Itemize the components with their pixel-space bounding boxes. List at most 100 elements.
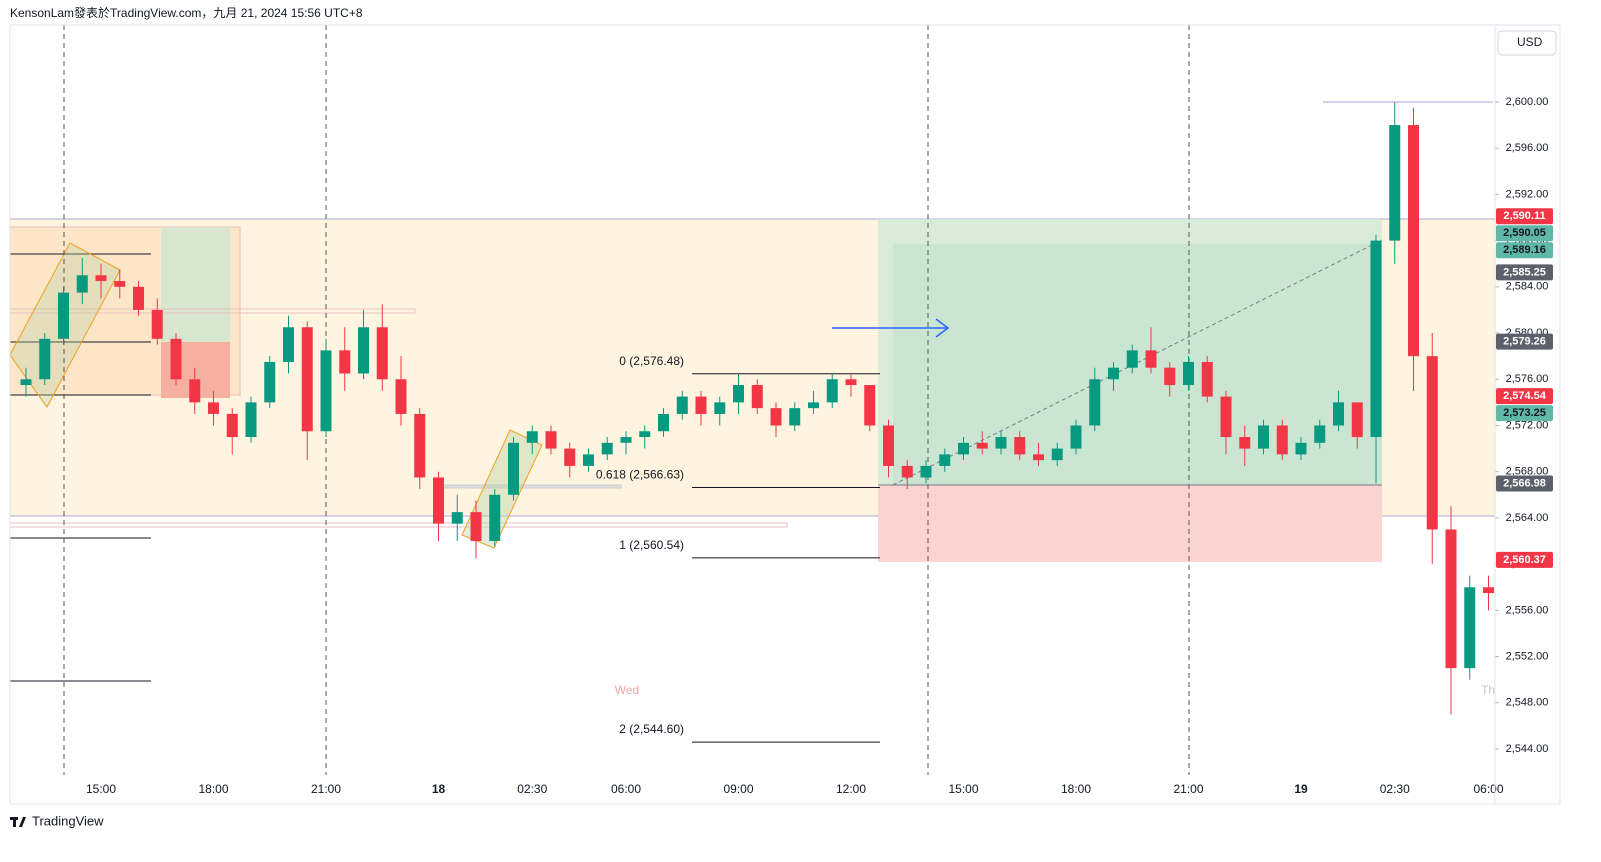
candle-body [1014, 437, 1026, 455]
price-tag-label: 2,590.05 [1503, 227, 1546, 239]
candle-body [564, 448, 576, 466]
candle-body [1089, 379, 1101, 426]
axes: 2,544.002,548.002,552.002,556.002,560.00… [86, 96, 1553, 796]
time-axis-bg [10, 804, 1560, 834]
candle-body [395, 379, 407, 414]
stop-zone [878, 485, 1382, 562]
candle-body [414, 413, 426, 478]
day-separators [63, 25, 1190, 775]
candle-body [95, 275, 107, 282]
frame [9, 24, 1561, 805]
candle-body [808, 402, 819, 409]
channel [461, 429, 543, 549]
candle-body [695, 396, 707, 414]
price-tag-label: 2,574.54 [1503, 390, 1547, 402]
x-tick-label: 15:00 [948, 782, 978, 796]
candle-body [714, 402, 726, 414]
x-tick-label: 21:00 [311, 782, 341, 796]
x-tick-label: 18 [432, 782, 446, 796]
candle-body [1164, 367, 1176, 386]
candle-body [451, 512, 463, 524]
candle-body [939, 454, 951, 466]
x-tick-label: 18:00 [198, 782, 228, 796]
y-tick-label: 2,592.00 [1506, 188, 1549, 200]
level [10, 522, 788, 528]
candle-body [339, 350, 351, 374]
price-tag-label: 2,585.25 [1503, 266, 1546, 278]
candle-body [1033, 454, 1044, 461]
candle-body [751, 385, 763, 409]
fib-label: 1 (2,560.54) [619, 538, 684, 552]
candle-body [226, 413, 238, 438]
price-tag [1496, 208, 1553, 225]
y-tick-label: 2,576.00 [1506, 373, 1549, 385]
y-tick-label: 2,548.00 [1506, 697, 1549, 709]
logo [10, 817, 26, 827]
x-tick-label: 09:00 [723, 782, 753, 796]
x-tick-label: 02:30 [517, 782, 547, 796]
candle-body [133, 286, 144, 310]
candle-body [770, 408, 782, 426]
candle-body [489, 494, 501, 542]
candle-body [995, 437, 1007, 449]
candle-body [320, 350, 332, 432]
candle-body [976, 442, 988, 449]
candles [20, 101, 1494, 715]
candle-body [789, 408, 801, 426]
level [10, 308, 416, 314]
candle-body [433, 477, 444, 524]
candle-body [1145, 350, 1157, 368]
candle-body [1464, 587, 1476, 669]
candle-body [1314, 425, 1326, 443]
candle-body [376, 327, 388, 380]
candle-body [189, 379, 201, 403]
candle-body [845, 379, 857, 386]
y-tick-label: 2,572.00 [1506, 419, 1549, 431]
candle-body [358, 327, 369, 374]
y-tick-label: 2,544.00 [1506, 743, 1549, 755]
candle-body [658, 413, 669, 432]
price-tag [1496, 405, 1553, 422]
candle-body [733, 385, 744, 403]
currency[interactable]: USD [1517, 35, 1543, 49]
candle-body [1183, 361, 1194, 386]
candle-body [1239, 437, 1251, 449]
x-tick-label: 19 [1294, 782, 1308, 796]
candle-body [1351, 402, 1363, 438]
candle-body [76, 275, 88, 293]
x-tick-label: 06:00 [611, 782, 641, 796]
candle-body [20, 379, 32, 386]
price-tag-label: 2,560.37 [1503, 554, 1546, 566]
candle-body [901, 465, 913, 478]
candle-body [1201, 361, 1213, 397]
candle-body [1258, 425, 1269, 449]
brand: TradingView [32, 813, 104, 828]
x-tick-label: 06:00 [1473, 782, 1503, 796]
candle-body [283, 327, 294, 362]
candle-body [58, 292, 69, 339]
price-tag-label: 2,573.25 [1503, 407, 1546, 419]
candle-body [864, 385, 876, 426]
session-label: Th [1481, 683, 1495, 697]
fib-label: 0.618 (2,566.63) [596, 468, 684, 482]
candle-body [1370, 240, 1382, 438]
candle-body [826, 379, 838, 403]
y-tick-label: 2,556.00 [1506, 604, 1549, 616]
candle-body [883, 425, 894, 466]
candle-body [958, 442, 969, 455]
candle-body [1445, 529, 1457, 669]
candle-body [1295, 442, 1307, 455]
y-tick-label: 2,600.00 [1506, 96, 1549, 108]
fib: 0 (2,576.48) 0.618 (2,566.63) 1 (2,560.54)… [596, 354, 880, 743]
candle-body [639, 431, 651, 438]
y-tick-label: 2,584.00 [1506, 281, 1549, 293]
candle-body [601, 442, 613, 455]
x-tick-label: 21:00 [1173, 782, 1203, 796]
candle-body [1220, 396, 1232, 438]
candle-body [1483, 587, 1494, 594]
drawings: Wed Th 0 (2,576.48) 0.618 (2,566.63) 1 (2,… [10, 25, 1495, 775]
y-tick-label: 2,552.00 [1506, 650, 1549, 662]
currency-button[interactable] [1497, 30, 1557, 56]
price-tag-label: 2,590.11 [1503, 210, 1545, 222]
x-tick-label: 18:00 [1061, 782, 1091, 796]
